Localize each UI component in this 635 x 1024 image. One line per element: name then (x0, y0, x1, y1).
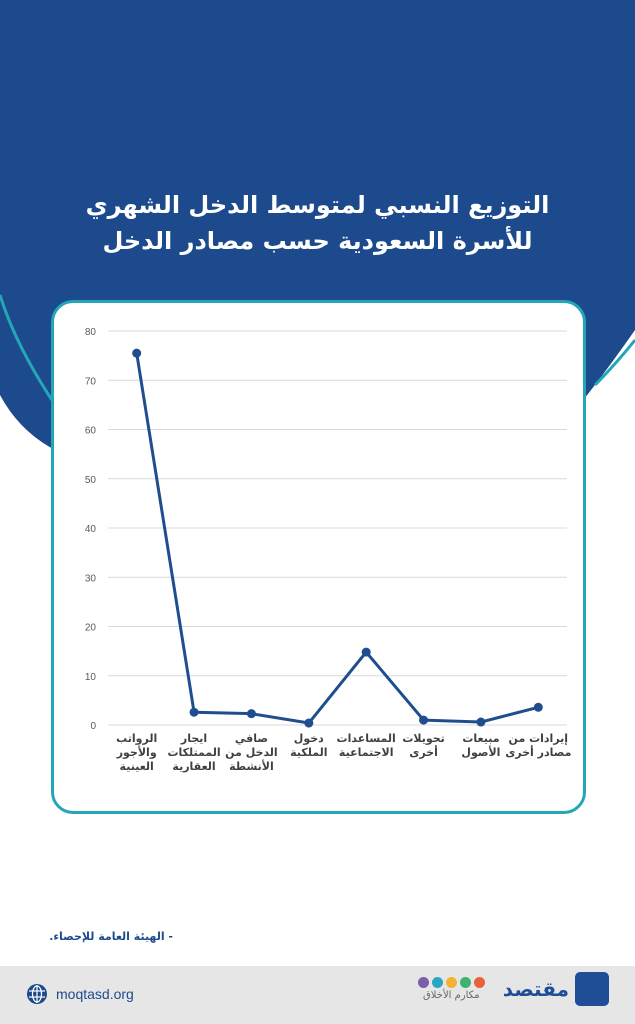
x-tick-label: صافي الدخل من الأنشطة (225, 732, 278, 773)
moqtasd-text: مقتصد (502, 977, 569, 1001)
data-point (246, 709, 256, 719)
website-link[interactable]: moqtasd.org (26, 983, 134, 1005)
makarim-logo: مكارم الأخلاق (417, 977, 485, 1001)
y-tick-label: 40 (85, 524, 97, 535)
makarim-dot (459, 977, 471, 988)
website-text: moqtasd.org (56, 986, 134, 1002)
makarim-dot (445, 977, 457, 988)
y-tick-label: 10 (85, 672, 97, 683)
x-tick-label: مبيعات الأصول (461, 732, 500, 759)
y-tick-label: 30 (85, 573, 97, 584)
series-line (135, 352, 539, 725)
x-tick-label: تحويلات أخرى (402, 732, 445, 759)
y-tick-label: 70 (85, 376, 97, 387)
y-tick-label: 80 (85, 327, 97, 338)
makarim-dot (473, 977, 485, 988)
data-point (189, 707, 199, 717)
x-tick-label: دخول الملكية (290, 732, 327, 759)
chart-title-line-1: التوزيع النسبي لمتوسط الدخل الشهري (85, 191, 550, 219)
data-point (132, 348, 142, 358)
y-tick-label: 20 (85, 623, 97, 634)
chart-card (51, 300, 586, 814)
makarim-dots (417, 977, 485, 988)
footer: moqtasd.org مكارم الأخلاق مقتصد (0, 966, 635, 1024)
makarim-dot (431, 977, 443, 988)
moqtasd-mark-icon (575, 972, 609, 1006)
footer-logos: مكارم الأخلاق مقتصد (417, 972, 609, 1006)
chart-title-line-2: للأسرة السعودية حسب مصادر الدخل (102, 227, 533, 255)
data-point (533, 702, 543, 712)
x-tick-label: ايجار الممتلكات العقارية (167, 732, 220, 773)
data-point (419, 715, 429, 725)
makarim-text: مكارم الأخلاق (423, 990, 480, 1001)
moqtasd-logo: مقتصد (503, 972, 609, 1006)
globe-icon (27, 984, 47, 1004)
makarim-dot (417, 977, 429, 988)
line-chart: 0 10 20 30 40 50 60 70 80 الرواتب والأجور العينيةاي… (85, 327, 572, 773)
x-tick-label: المساعدات الاجتماعية (337, 732, 396, 759)
x-tick-label: الرواتب والأجور العينية (116, 732, 158, 773)
y-tick-label: 50 (85, 475, 97, 486)
data-point (476, 717, 486, 727)
accent-curve-right (593, 339, 635, 387)
y-tick-label: 0 (90, 721, 96, 732)
source-note: - الهيئة العامة للإحصاء. (49, 930, 173, 943)
y-tick-label: 60 (85, 426, 97, 437)
data-point (304, 718, 314, 728)
x-tick-label: إيرادات من مصادر أخرى (505, 732, 571, 759)
data-point (361, 647, 371, 657)
